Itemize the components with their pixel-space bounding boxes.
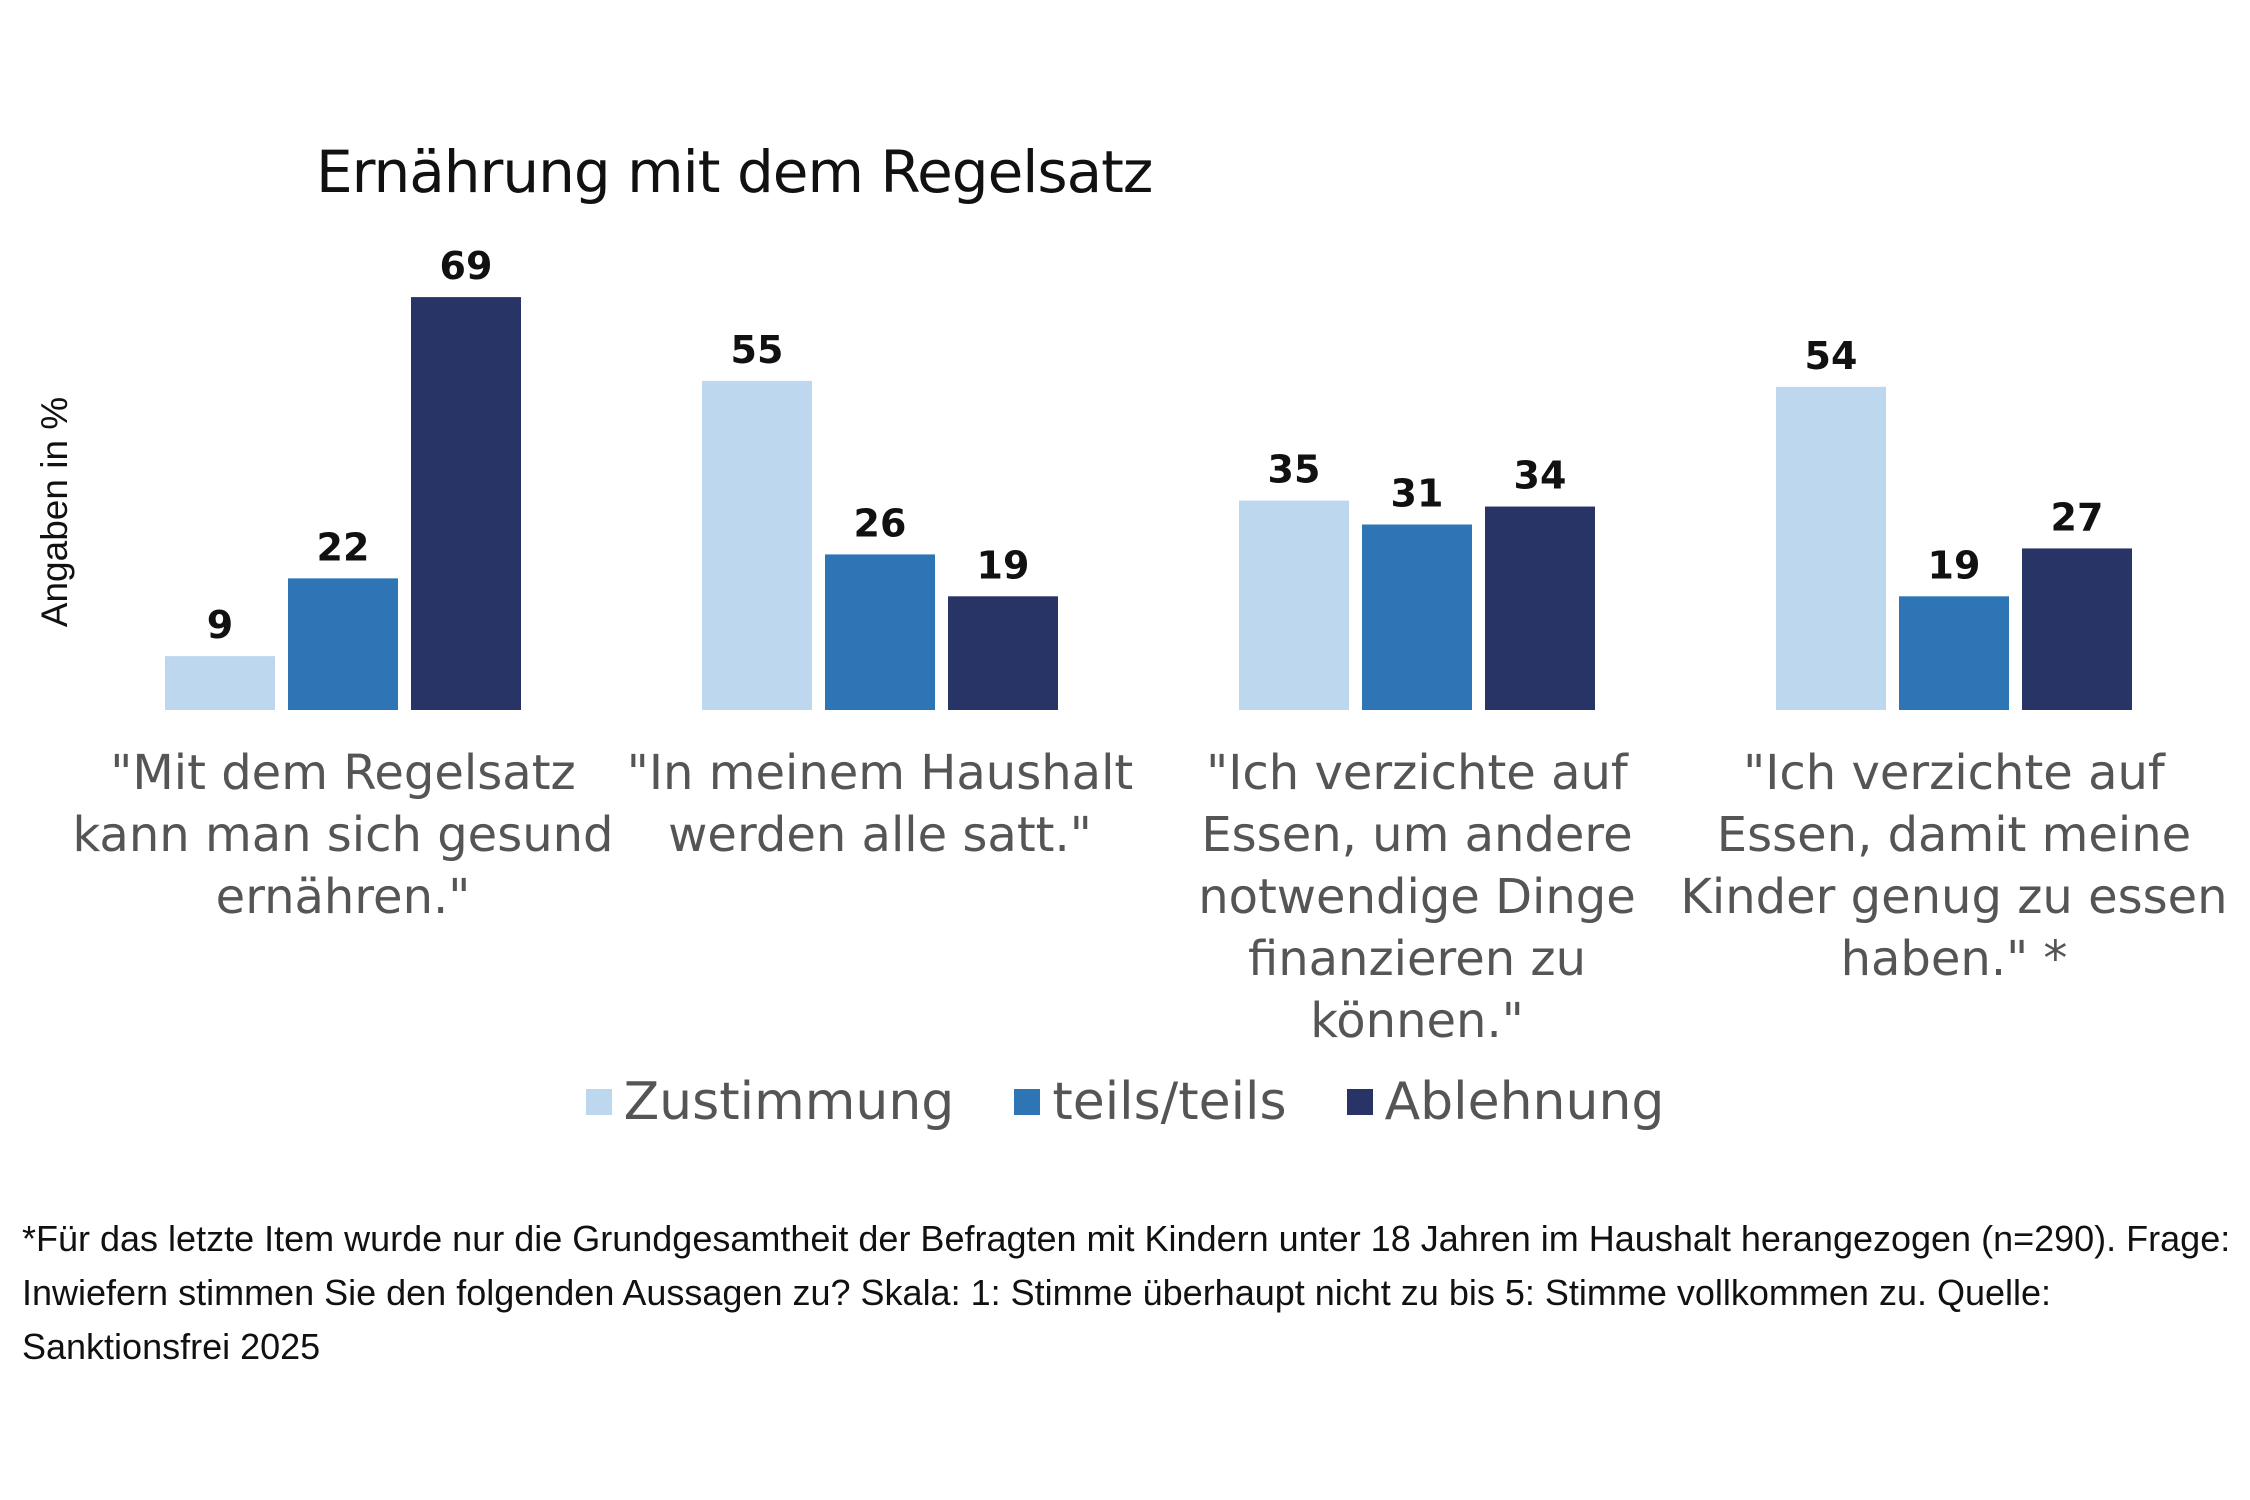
legend-label: teils/teils — [1052, 1072, 1287, 1132]
bar-ablehnung — [411, 297, 521, 710]
bar-zustimmung — [165, 656, 275, 710]
legend-item: Zustimmung — [585, 1072, 955, 1132]
legend-label: Ablehnung — [1384, 1072, 1665, 1132]
data-label: 26 — [854, 501, 907, 545]
bar-zustimmung — [1239, 500, 1349, 710]
legend-swatch — [1346, 1089, 1373, 1115]
legend-label: Zustimmung — [623, 1072, 955, 1132]
category-label: "Ich verzichte auf Essen, damit meine Ki… — [1680, 745, 2228, 987]
legend-item: Ablehnung — [1346, 1072, 1665, 1132]
data-label: 31 — [1391, 471, 1444, 515]
bar-zustimmung — [1776, 386, 1886, 710]
chart-title: Ernährung mit dem Regelsatz — [316, 138, 1153, 206]
data-label: 34 — [1514, 454, 1567, 498]
data-label: 22 — [317, 525, 370, 569]
data-label: 69 — [440, 244, 493, 288]
category-label: "In meinem Haushalt werden alle satt." — [626, 745, 1134, 863]
data-label: 9 — [207, 603, 233, 647]
footnote: *Für das letzte Item wurde nur die Grund… — [22, 1218, 2231, 1367]
bar-zustimmung — [702, 380, 812, 710]
legend: Zustimmung teils/teils Ablehnung — [0, 1072, 2250, 1132]
data-label: 19 — [1928, 543, 1981, 587]
category-label: "Mit dem Regelsatz kann man sich gesund … — [72, 745, 614, 925]
bar-teils-teils — [825, 554, 935, 710]
data-label: 19 — [977, 543, 1030, 587]
data-label: 55 — [731, 328, 784, 372]
legend-swatch — [585, 1089, 612, 1115]
legend-item: teils/teils — [1014, 1072, 1287, 1132]
bar-teils-teils — [1899, 596, 2009, 710]
legend-swatch — [1014, 1089, 1041, 1115]
bar-teils-teils — [288, 578, 398, 710]
bar-ablehnung — [2022, 548, 2132, 710]
bar-ablehnung — [948, 596, 1058, 710]
data-label: 35 — [1268, 448, 1321, 492]
data-label: 54 — [1805, 334, 1858, 378]
bar-teils-teils — [1362, 524, 1472, 710]
category-label: "Ich verzichte auf Essen, um andere notw… — [1198, 745, 1636, 1049]
bar-ablehnung — [1485, 506, 1595, 710]
data-label: 27 — [2051, 495, 2104, 539]
